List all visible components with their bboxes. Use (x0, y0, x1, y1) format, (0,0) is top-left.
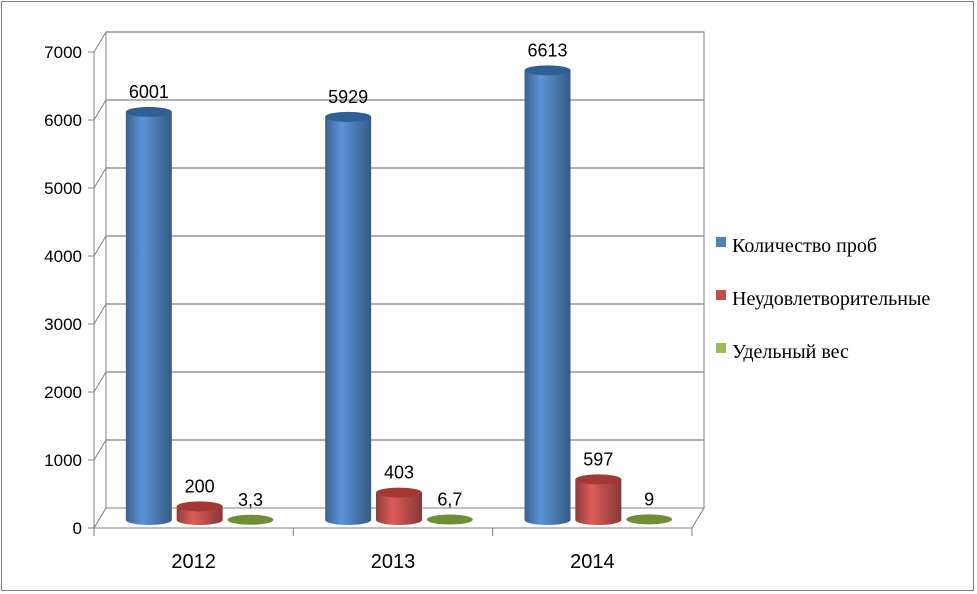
data-label: 6001 (129, 82, 169, 102)
x-tick-label: 2014 (570, 551, 615, 573)
bar-top (125, 106, 172, 117)
gridline-side (93, 99, 107, 121)
y-tick-label: 3000 (44, 315, 82, 334)
bar-body (176, 506, 223, 525)
bar-top (227, 514, 274, 525)
bar (325, 111, 372, 525)
plot-back-wall (105, 31, 705, 509)
data-label: 5929 (328, 87, 368, 107)
y-tick-label: 2000 (44, 383, 82, 402)
legend-swatch (716, 237, 726, 247)
data-label: 3,3 (238, 490, 263, 510)
data-label: 6613 (527, 40, 567, 60)
legend-label: Неудовлетворительные (732, 288, 930, 310)
x-tick-label: 2012 (171, 551, 216, 573)
bar (227, 514, 274, 525)
bar-body (325, 116, 372, 525)
bar-top (426, 514, 473, 525)
legend: Количество проб Неудовлетворительные Удель… (716, 235, 930, 363)
y-tick-label: 0 (73, 519, 82, 538)
bar-top (626, 514, 673, 525)
data-labels: 6001 5929 6613 200 403 597 3,3 6,7 9 (129, 40, 654, 509)
bar-body (524, 70, 571, 525)
y-tick-label: 1000 (44, 451, 82, 470)
bar (626, 514, 673, 525)
bar (376, 487, 422, 525)
bar (125, 106, 172, 525)
bar (575, 474, 622, 525)
data-label: 597 (583, 449, 613, 469)
gridline-side (93, 303, 107, 325)
bar-body (575, 479, 622, 525)
bar (426, 514, 473, 525)
bar-top (575, 474, 622, 485)
x-tick-label: 2013 (371, 551, 416, 573)
bar-body (125, 111, 172, 525)
bars (125, 65, 673, 525)
gridline-side (93, 371, 107, 393)
legend-label: Количество проб (732, 235, 877, 257)
bar-top (176, 501, 223, 512)
bar-top (376, 487, 422, 498)
gridline-side (93, 31, 107, 53)
legend-swatch (716, 290, 726, 300)
y-tick-label: 7000 (44, 43, 82, 62)
legend-swatch (716, 343, 726, 353)
data-label: 6,7 (437, 490, 462, 510)
y-tick-label: 5000 (44, 179, 82, 198)
bar-top (325, 111, 372, 122)
gridline-side (93, 235, 107, 257)
bar-top (524, 65, 571, 76)
bar-body (376, 492, 422, 525)
data-label: 9 (644, 489, 654, 509)
gridline-side (93, 439, 107, 461)
data-label: 200 (185, 476, 215, 496)
y-tick-label: 6000 (44, 111, 82, 130)
bar (176, 501, 223, 525)
y-tick-label: 4000 (44, 247, 82, 266)
gridline-side (93, 167, 107, 189)
bar (524, 65, 571, 525)
data-label: 403 (384, 463, 414, 483)
legend-label: Удельный вес (732, 341, 849, 363)
